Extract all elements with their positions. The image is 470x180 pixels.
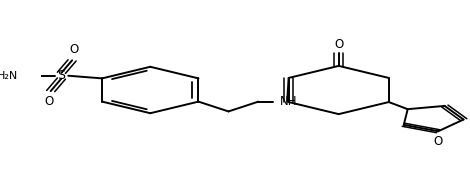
Text: O: O bbox=[70, 43, 79, 56]
Text: O: O bbox=[434, 135, 443, 148]
Text: NH: NH bbox=[280, 95, 298, 108]
Text: O: O bbox=[44, 95, 53, 108]
Text: O: O bbox=[334, 38, 343, 51]
Text: S: S bbox=[57, 69, 65, 82]
Text: H₂N: H₂N bbox=[0, 71, 19, 81]
